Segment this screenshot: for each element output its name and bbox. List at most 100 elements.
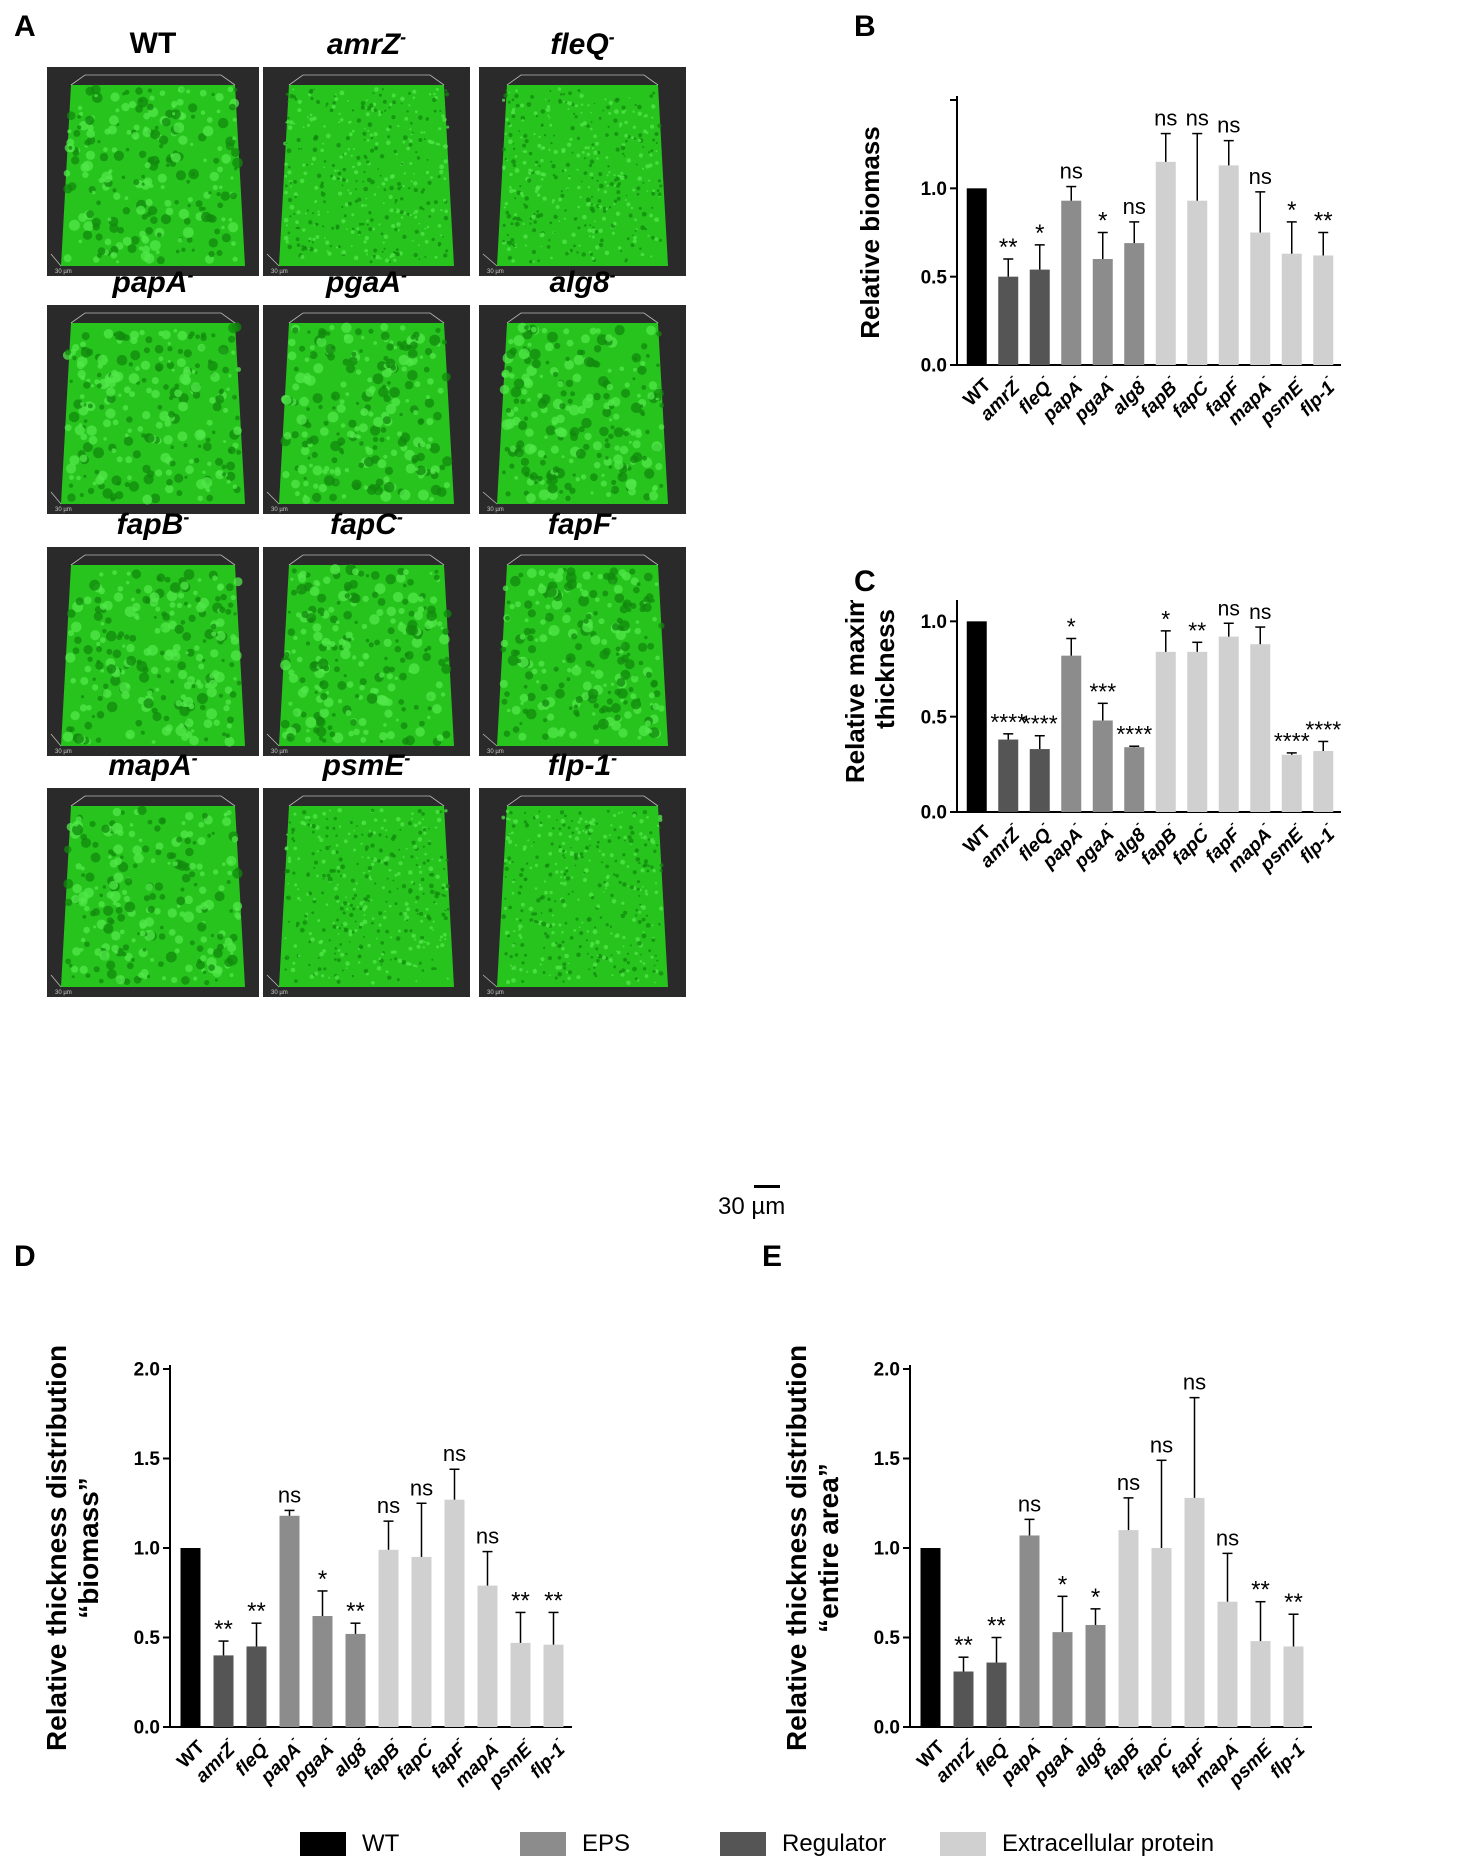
biofilm-texture [445, 249, 449, 253]
biofilm-texture [339, 906, 344, 911]
biofilm-texture [349, 903, 353, 907]
biofilm-texture [417, 808, 422, 814]
biofilm-texture [69, 475, 74, 480]
biofilm-texture [626, 202, 631, 207]
biofilm-texture [503, 862, 506, 865]
biofilm-texture [325, 826, 329, 830]
biofilm-texture [612, 873, 616, 876]
biofilm-texture [509, 955, 513, 959]
biofilm-texture [524, 600, 533, 609]
biofilm-texture [235, 867, 240, 871]
biofilm-texture [151, 377, 159, 385]
biofilm-texture [577, 205, 580, 209]
biofilm-texture [518, 933, 522, 937]
biofilm-texture [169, 610, 175, 616]
biofilm-texture [177, 860, 188, 871]
biofilm-texture [632, 917, 637, 922]
biofilm-texture [586, 917, 592, 922]
biofilm-texture [316, 850, 319, 853]
biofilm-texture [193, 976, 198, 981]
biofilm-texture [174, 473, 184, 483]
biofilm-texture [210, 933, 214, 938]
biofilm-texture [402, 856, 405, 859]
legend-swatch-extracellular-protein [940, 1832, 986, 1856]
biofilm-texture [122, 207, 131, 215]
biofilm-texture [291, 837, 295, 841]
biofilm-texture [539, 821, 543, 825]
biofilm-texture [565, 379, 574, 388]
biofilm-texture [505, 210, 510, 215]
biofilm-texture [424, 941, 427, 944]
biofilm-texture [287, 100, 289, 103]
biofilm-texture [581, 590, 589, 597]
biofilm-texture [159, 650, 165, 656]
biofilm-texture [75, 816, 82, 823]
biofilm-texture [303, 372, 311, 380]
biofilm-texture [80, 677, 89, 685]
biofilm-texture [104, 238, 112, 246]
biofilm-texture [511, 943, 516, 948]
biofilm-texture [312, 237, 316, 241]
biofilm-texture [640, 360, 646, 367]
biofilm-texture [524, 671, 534, 680]
biofilm-texture [429, 596, 438, 604]
biofilm-texture [613, 203, 616, 206]
biofilm-texture [216, 470, 223, 477]
biofilm-texture [178, 670, 188, 680]
biofilm-texture [184, 837, 191, 845]
biofilm-texture [356, 401, 360, 405]
biofilm-texture [578, 426, 585, 433]
biofilm-texture [160, 452, 171, 463]
biofilm-texture [222, 366, 230, 374]
biofilm-texture [607, 399, 615, 407]
biofilm-texture [528, 151, 533, 156]
biofilm-texture [370, 843, 375, 848]
biofilm-texture [98, 978, 104, 984]
biofilm-texture [195, 334, 200, 339]
biofilm-texture [348, 929, 353, 934]
biofilm-texture [579, 852, 584, 856]
biofilm-texture [150, 493, 161, 504]
biofilm-texture [570, 391, 576, 397]
biofilm-texture [572, 373, 582, 383]
scale-bar-label: 30 µm [718, 1193, 786, 1220]
biofilm-image-fapf: 30 µm [479, 547, 686, 756]
biofilm-texture [339, 90, 345, 96]
biofilm-texture [319, 849, 322, 852]
biofilm-texture [350, 878, 355, 883]
biofilm-texture [648, 599, 653, 604]
biofilm-texture [63, 184, 73, 194]
biofilm-texture [582, 681, 592, 691]
biofilm-texture [309, 88, 314, 94]
biofilm-texture [411, 240, 414, 242]
biofilm-texture [131, 569, 142, 579]
biofilm-texture [415, 151, 418, 154]
biofilm-texture [637, 941, 642, 946]
biofilm-texture [315, 825, 320, 830]
biofilm-texture [601, 473, 605, 477]
biofilm-texture [115, 975, 126, 985]
biofilm-texture [171, 976, 178, 984]
biofilm-texture [551, 201, 554, 204]
biofilm-texture [96, 372, 102, 378]
biofilm-texture [287, 197, 293, 203]
biofilm-texture [441, 664, 452, 674]
biofilm-texture [609, 958, 614, 963]
biofilm-texture [502, 585, 509, 592]
biofilm-texture [363, 653, 369, 659]
biofilm-texture [504, 132, 507, 135]
biofilm-texture [178, 86, 185, 93]
biofilm-texture [510, 386, 522, 398]
biofilm-texture [619, 445, 629, 455]
biofilm-texture [577, 226, 581, 230]
biofilm-texture [617, 174, 620, 177]
biofilm-texture [168, 395, 174, 401]
biofilm-texture [369, 614, 380, 625]
biofilm-texture [527, 645, 537, 654]
biofilm-texture [109, 880, 119, 890]
biofilm-texture [647, 234, 650, 237]
biofilm-texture [583, 443, 590, 451]
biofilm-texture [300, 628, 307, 635]
biofilm-texture [651, 441, 663, 452]
bar-psme [1250, 1641, 1271, 1727]
